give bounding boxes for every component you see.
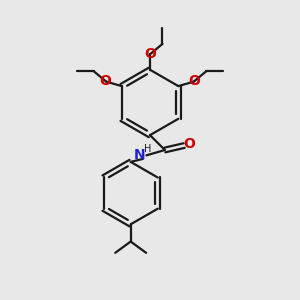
Text: O: O (188, 74, 200, 88)
Text: O: O (100, 74, 112, 88)
Text: N: N (133, 148, 145, 162)
Text: H: H (144, 144, 152, 154)
Text: O: O (184, 137, 196, 151)
Text: O: O (144, 47, 156, 61)
